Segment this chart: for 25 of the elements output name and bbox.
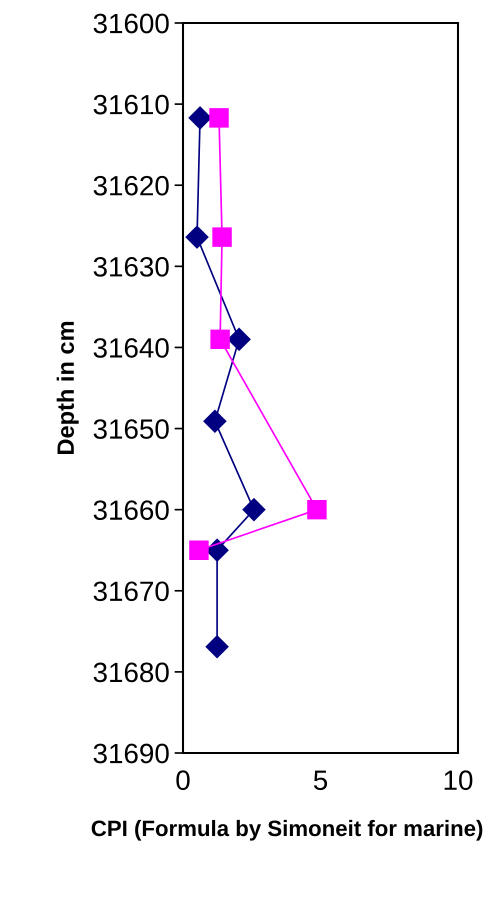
- y-tick-label: 31630: [94, 257, 169, 277]
- y-tick-label: 31610: [94, 94, 169, 114]
- y-tick-label: 31620: [94, 176, 169, 196]
- point: [242, 498, 266, 522]
- x-tick-label: 5: [314, 770, 328, 790]
- y-tick-label: 31670: [94, 581, 169, 602]
- point: [189, 540, 209, 560]
- point: [210, 330, 230, 350]
- y-tick-label: 31680: [94, 662, 169, 682]
- x-tick-label: 0: [176, 770, 190, 790]
- point: [209, 108, 229, 128]
- point: [307, 500, 327, 520]
- point: [206, 635, 229, 658]
- point: [186, 226, 209, 249]
- point: [203, 410, 226, 433]
- y-tick-label: 31640: [94, 338, 169, 358]
- y-tick-label: 31690: [94, 744, 169, 764]
- x-axis-title: CPI (Formula by Simoneit for marine): [92, 820, 482, 841]
- y-tick-label: 31650: [94, 419, 169, 439]
- x-tick-label: 10: [444, 770, 472, 790]
- point: [212, 227, 232, 247]
- y-tick-label: 31660: [94, 500, 169, 520]
- y-tick-label: 31600: [94, 14, 169, 34]
- y-axis-title: Depth in cm: [56, 322, 79, 454]
- point: [228, 328, 251, 351]
